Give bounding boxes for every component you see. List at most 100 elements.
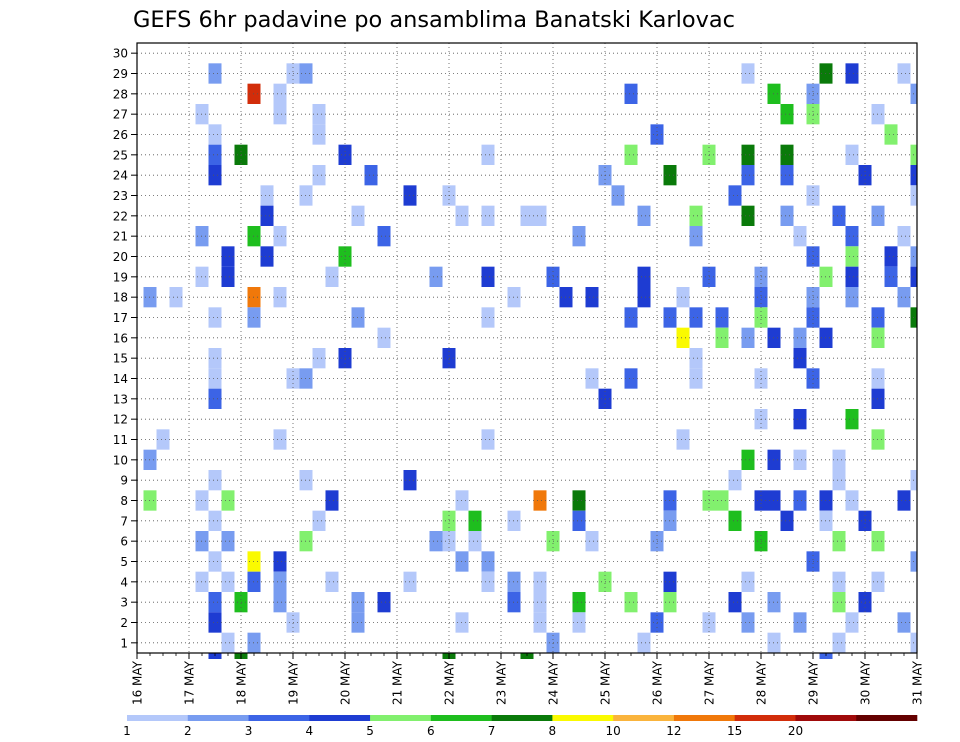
- heatmap-cell: [208, 388, 222, 409]
- heatmap-cell: [845, 246, 859, 267]
- colorbar-label: 6: [427, 724, 435, 738]
- y-tick-label: 5: [120, 555, 128, 569]
- colorbar-swatch: [370, 715, 432, 721]
- colorbar-label: 3: [245, 724, 253, 738]
- y-tick-label: 22: [113, 209, 128, 223]
- heatmap-cell: [676, 429, 690, 450]
- heatmap-cell: [832, 470, 846, 491]
- y-tick-label: 10: [113, 453, 128, 467]
- heatmap-cell: [312, 104, 326, 125]
- y-tick-label: 25: [113, 148, 128, 162]
- x-tick-label: 18 MAY: [235, 660, 249, 705]
- y-tick-label: 12: [113, 413, 128, 427]
- colorbar-label: 20: [788, 724, 803, 738]
- colorbar-swatch: [430, 715, 492, 721]
- heatmap-cell: [793, 327, 807, 348]
- heatmap-cell: [312, 510, 326, 531]
- heatmap-cell: [260, 205, 274, 226]
- heatmap-cell: [793, 409, 807, 430]
- y-tick-label: 29: [113, 67, 128, 81]
- heatmap-cells: [143, 63, 917, 659]
- heatmap-cell: [741, 571, 755, 592]
- heatmap-cell: [780, 104, 794, 125]
- colorbar-label: 4: [305, 724, 313, 738]
- x-tick-label: 25 MAY: [599, 660, 613, 705]
- y-tick-label: 24: [113, 169, 128, 183]
- heatmap-cell: [832, 632, 846, 653]
- colorbar-swatch: [673, 715, 735, 721]
- heatmap-cell: [208, 124, 222, 145]
- heatmap-cell: [832, 531, 846, 552]
- heatmap-cell: [325, 571, 339, 592]
- y-tick-label: 30: [113, 47, 128, 61]
- heatmap-cell: [572, 226, 586, 247]
- heatmap-cell: [780, 205, 794, 226]
- y-tick-label: 3: [120, 596, 128, 610]
- x-tick-label: 22 MAY: [443, 660, 457, 705]
- heatmap-cell: [689, 205, 703, 226]
- heatmap-cell: [845, 63, 859, 84]
- heatmap-cell: [260, 246, 274, 267]
- y-tick-label: 11: [113, 433, 128, 447]
- y-tick-label: 27: [113, 108, 128, 122]
- x-tick-label: 23 MAY: [495, 660, 509, 705]
- y-tick-label: 6: [120, 535, 128, 549]
- heatmap-cell: [780, 165, 794, 186]
- x-tick-label: 26 MAY: [651, 660, 665, 705]
- y-tick-label: 28: [113, 87, 128, 101]
- heatmap-cell: [533, 205, 547, 226]
- heatmap-cell: [481, 307, 495, 328]
- y-tick-label: 20: [113, 250, 128, 264]
- x-tick-label: 29 MAY: [807, 660, 821, 705]
- y-tick-label: 18: [113, 291, 128, 305]
- heatmap-cell: [676, 287, 690, 308]
- heatmap-cell: [897, 226, 911, 247]
- heatmap-cell: [208, 307, 222, 328]
- colorbar-swatch: [187, 715, 249, 721]
- heatmap-cell: [377, 226, 391, 247]
- colorbar: 1 2 3 4 5 6 7 8 10 12 15 20: [123, 715, 918, 738]
- x-tick-label: 30 MAY: [859, 660, 873, 705]
- heatmap-cell: [845, 144, 859, 165]
- colorbar-label: 10: [606, 724, 621, 738]
- heatmap-cell: [481, 551, 495, 572]
- heatmap-cell: [273, 226, 287, 247]
- chart-title: GEFS 6hr padavine po ansamblima Banatski…: [133, 8, 735, 33]
- y-tick-label: 2: [120, 616, 128, 630]
- colorbar-swatch: [127, 715, 189, 721]
- x-tick-label: 19 MAY: [287, 660, 301, 705]
- heatmap-cell: [845, 409, 859, 430]
- heatmap-cell: [273, 287, 287, 308]
- heatmap-cell: [273, 571, 287, 592]
- heatmap-cell: [377, 592, 391, 613]
- heatmap-cell: [793, 226, 807, 247]
- x-tick-label: 21 MAY: [391, 660, 405, 705]
- heatmap-cell: [832, 571, 846, 592]
- colorbar-swatch: [795, 715, 857, 721]
- heatmap-cell: [624, 83, 638, 104]
- heatmap-cell: [884, 124, 898, 145]
- colorbar-label: 2: [184, 724, 192, 738]
- heatmap-cell: [845, 287, 859, 308]
- x-tick-label: 27 MAY: [703, 660, 717, 705]
- heatmap-cell: [208, 470, 222, 491]
- heatmap-cell: [208, 144, 222, 165]
- y-tick-label: 14: [113, 372, 128, 386]
- heatmap-cell: [676, 327, 690, 348]
- heatmap-cell: [468, 510, 482, 531]
- y-tick-label: 15: [113, 352, 128, 366]
- y-tick-label: 9: [120, 474, 128, 488]
- heatmap-cell: [325, 266, 339, 287]
- heatmap-cell: [741, 612, 755, 633]
- heatmap-cell: [208, 368, 222, 389]
- heatmap-cell: [637, 266, 651, 287]
- heatmap-cell: [637, 287, 651, 308]
- heatmap-cell: [624, 368, 638, 389]
- heatmap-cell: [533, 571, 547, 592]
- heatmap-cell: [377, 327, 391, 348]
- heatmap-cell: [689, 226, 703, 247]
- heatmap-cell: [728, 592, 742, 613]
- heatmap-cell: [208, 551, 222, 572]
- y-axis: 1234567891011121314151617181920212223242…: [113, 47, 137, 650]
- heatmap-cell: [572, 612, 586, 633]
